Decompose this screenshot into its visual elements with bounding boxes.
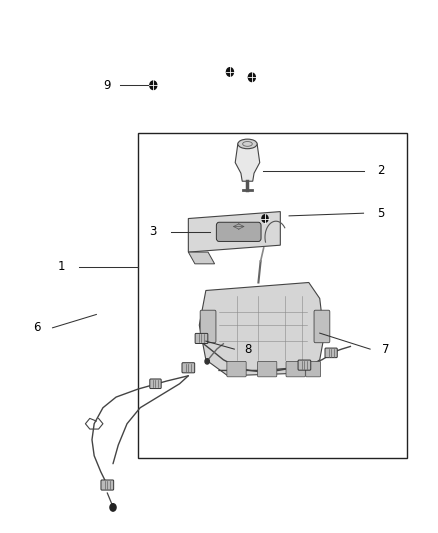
Circle shape: [150, 81, 157, 90]
FancyBboxPatch shape: [216, 222, 261, 241]
Polygon shape: [188, 252, 215, 264]
FancyBboxPatch shape: [227, 361, 246, 377]
Circle shape: [205, 359, 209, 364]
FancyBboxPatch shape: [101, 480, 114, 490]
FancyBboxPatch shape: [325, 348, 337, 358]
Text: 8: 8: [244, 343, 251, 356]
FancyBboxPatch shape: [200, 310, 216, 343]
Bar: [138, 133, 407, 458]
FancyBboxPatch shape: [298, 360, 311, 370]
Text: 3: 3: [150, 225, 157, 238]
FancyBboxPatch shape: [258, 361, 277, 377]
FancyBboxPatch shape: [195, 334, 208, 344]
Circle shape: [262, 215, 268, 222]
Circle shape: [226, 68, 233, 76]
Text: 2: 2: [377, 164, 385, 177]
Text: 1: 1: [57, 260, 65, 273]
FancyBboxPatch shape: [182, 362, 194, 373]
Ellipse shape: [238, 139, 257, 149]
FancyBboxPatch shape: [314, 310, 330, 343]
Polygon shape: [188, 212, 280, 252]
FancyBboxPatch shape: [286, 361, 305, 377]
Polygon shape: [235, 144, 260, 181]
Circle shape: [248, 73, 255, 82]
Polygon shape: [199, 282, 324, 376]
Text: 6: 6: [33, 321, 41, 334]
FancyBboxPatch shape: [150, 379, 161, 389]
Text: 9: 9: [103, 79, 111, 92]
FancyBboxPatch shape: [306, 361, 321, 377]
Circle shape: [110, 504, 116, 511]
Text: 5: 5: [378, 207, 385, 220]
Text: 7: 7: [381, 343, 389, 356]
